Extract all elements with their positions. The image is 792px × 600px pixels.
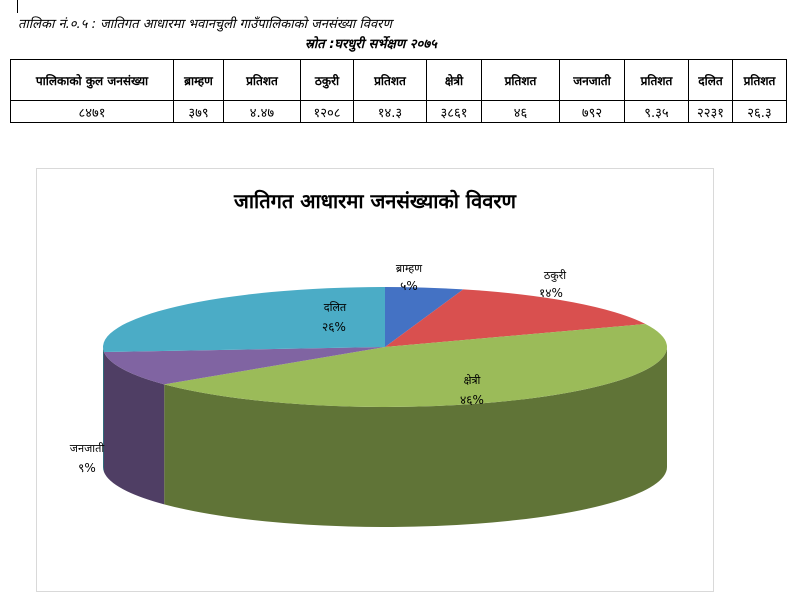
table-source: स्रोत :घरधुरी सर्भेक्षण २०७५ [305, 37, 437, 52]
pie-slice [385, 289, 646, 347]
table-cell: १२०८ [300, 100, 354, 123]
pie-percent-label: ४६% [460, 393, 484, 407]
table-cell: ३७९ [173, 100, 224, 123]
table-cell: १४.३ [353, 100, 427, 123]
pie-percent-label: २६% [322, 320, 346, 334]
pie-percent-label: ९% [78, 461, 96, 475]
pie-slice-side [103, 352, 165, 505]
table-cell: ४.४७ [223, 100, 301, 123]
pie-slice-side [164, 347, 667, 527]
pie-label: क्षेत्री [464, 374, 481, 387]
header-cell: ब्राम्हण [173, 59, 224, 101]
header-cell: प्रतिशत [481, 59, 560, 101]
table-cell: ३८६१ [426, 100, 482, 123]
table-caption: तालिका नं.०.५ : जातिगत आधारमा भवानचुली ग… [18, 17, 392, 32]
header-cell: प्रतिशत [223, 59, 301, 101]
header-cell: क्षेत्री [426, 59, 482, 101]
header-cell: ठकुरी [300, 59, 354, 101]
pie-label: ठकुरी [544, 269, 566, 282]
pie-slice-side [103, 347, 104, 473]
table-cell: ९.३५ [624, 100, 689, 123]
table-cell: २६.३ [732, 100, 787, 123]
chart-title: जातिगत आधारमा जनसंख्याको विवरण [234, 189, 516, 213]
pie-slice [385, 287, 464, 347]
text-cursor [17, 0, 18, 13]
pie-chart: ब्राम्हण ५% ठकुरी १४% क्षेत्री ४६% जनजाती ९% दलि… [70, 262, 667, 527]
pie-slice [164, 323, 667, 407]
header-cell: प्रतिशत [732, 59, 787, 101]
header-cell: प्रतिशत [353, 59, 427, 101]
table-cell: ८४७१ [10, 100, 174, 123]
pie-percent-label: १४% [539, 286, 563, 300]
pie-label: जनजाती [70, 442, 105, 455]
pie-percent-label: ५% [400, 279, 418, 293]
header-cell: पालिकाको कुल जनसंख्या [10, 59, 174, 101]
header-cell: प्रतिशत [624, 59, 689, 101]
header-cell: जनजाती [559, 59, 625, 101]
table-row: ८४७१ ३७९ ४.४७ १२०८ १४.३ ३८६१ ४६ ७९२ ९.३५… [10, 100, 787, 123]
population-table: पालिकाको कुल जनसंख्या ब्राम्हण प्रतिशत ठ… [10, 59, 787, 123]
header-cell: दलित [688, 59, 733, 101]
chart-area: जातिगत आधारमा जनसंख्याको विवरण ब्राम्हण ५… [36, 168, 714, 592]
table-header-row: पालिकाको कुल जनसंख्या ब्राम्हण प्रतिशत ठ… [10, 59, 787, 101]
pie-label: दलित [324, 301, 347, 314]
pie-slice [103, 287, 385, 353]
pie-slice [103, 347, 386, 385]
table-cell: ४६ [481, 100, 560, 123]
table-cell: २२३१ [688, 100, 733, 123]
table-cell: ७९२ [559, 100, 625, 123]
pie-label: ब्राम्हण [396, 262, 423, 275]
